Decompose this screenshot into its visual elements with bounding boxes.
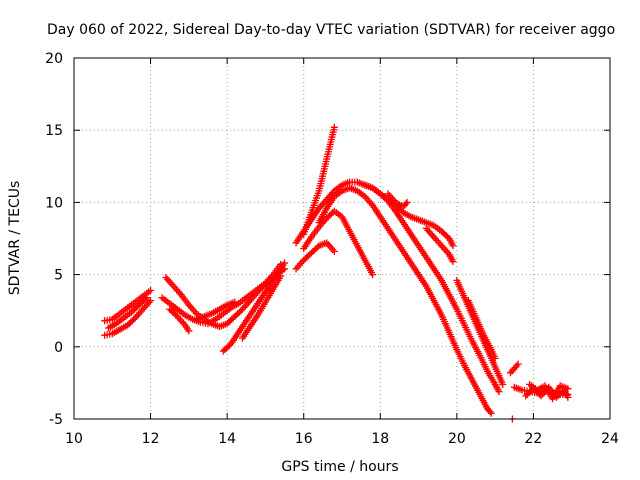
plot-frame (73, 57, 611, 420)
series-arc-17 (422, 224, 457, 266)
data-point (564, 393, 572, 401)
y-tick-label: -5 (49, 412, 63, 428)
data-point (141, 295, 149, 303)
data-point (487, 409, 495, 417)
series-arc-10 (300, 123, 338, 238)
data-point (369, 271, 377, 279)
data-points (101, 123, 572, 423)
data-point (402, 200, 410, 208)
data-point (486, 408, 494, 416)
x-tick-label: 16 (295, 431, 313, 447)
series-arc-19 (464, 297, 499, 362)
x-tick-label: 24 (601, 431, 619, 447)
data-point (277, 272, 285, 280)
series-arc-3 (104, 294, 151, 332)
series-arc-6 (158, 265, 289, 328)
series-arc-11 (300, 207, 377, 279)
data-point (237, 307, 245, 315)
data-point (143, 294, 151, 302)
y-tick-label: 0 (54, 340, 63, 356)
data-point (330, 123, 338, 131)
x-tick-label: 14 (218, 431, 236, 447)
data-point (564, 385, 572, 393)
y-tick-label: 15 (45, 123, 63, 139)
series-arc-18 (453, 276, 507, 388)
x-tick-label: 10 (65, 431, 83, 447)
data-point (499, 380, 507, 388)
data-point (185, 327, 193, 335)
data-point (130, 315, 138, 323)
series-arc-1 (101, 297, 155, 339)
axis-ticks (73, 57, 611, 420)
series-arc-12 (292, 239, 338, 273)
y-tick-labels: -5 0 5 10 15 20 (45, 51, 63, 428)
series-arc-9 (238, 272, 285, 342)
y-axis-title: SDTVAR / TECUs (7, 181, 23, 296)
series-arc-14 (315, 184, 495, 417)
data-point (449, 242, 457, 250)
y-tick-label: 20 (45, 51, 63, 67)
data-point (382, 196, 390, 204)
series-arc-13 (292, 178, 457, 250)
y-tick-label: 5 (54, 268, 63, 284)
data-point (147, 297, 155, 305)
x-tick-label: 18 (371, 431, 389, 447)
data-point (514, 360, 522, 368)
x-axis-title: GPS time / hours (281, 459, 398, 475)
data-point (281, 259, 289, 267)
series-arc-4 (162, 260, 285, 331)
series-arc-7 (193, 298, 239, 323)
series-arc-16 (384, 190, 411, 211)
grid-lines (74, 58, 610, 419)
series-arc-20 (506, 360, 522, 377)
data-point (491, 354, 499, 362)
y-tick-label: 10 (45, 195, 63, 211)
x-tick-label: 22 (525, 431, 543, 447)
x-tick-label: 12 (142, 431, 160, 447)
data-point (403, 198, 411, 206)
data-point (172, 311, 180, 319)
series-arc-24 (526, 380, 572, 403)
data-point (147, 286, 155, 294)
data-point (330, 247, 338, 255)
x-tick-labels: 10 12 14 16 18 20 22 24 (65, 431, 619, 447)
data-point (495, 388, 503, 396)
chart-title: Day 060 of 2022, Sidereal Day-to-day VTE… (47, 22, 615, 38)
series-arc-15 (361, 181, 503, 396)
series-arc-8 (219, 259, 289, 355)
data-point (449, 258, 457, 266)
x-tick-label: 20 (448, 431, 466, 447)
data-point (231, 298, 239, 306)
